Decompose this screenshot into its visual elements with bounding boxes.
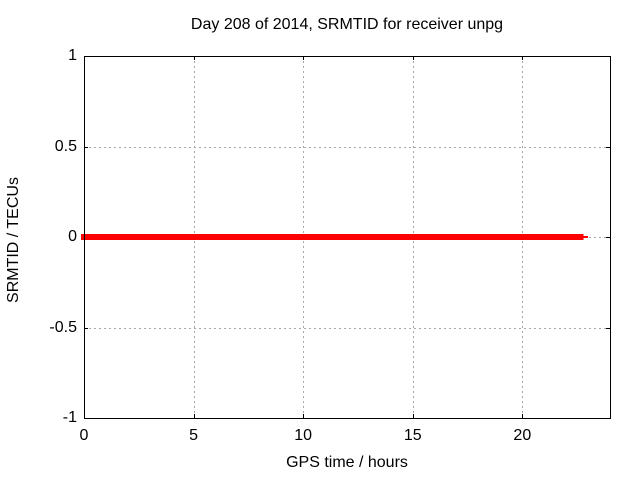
y-tick-label: -1 <box>62 409 77 426</box>
chart-title: Day 208 of 2014, SRMTID for receiver unp… <box>190 16 504 33</box>
x-tick-label: 10 <box>294 427 313 444</box>
x-tick-label: 0 <box>79 427 89 444</box>
plot-border <box>84 56 611 419</box>
x-tick-label: 5 <box>189 427 199 444</box>
x-tick-label: 15 <box>403 427 422 444</box>
x-axis-label: GPS time / hours <box>286 454 408 471</box>
y-tick-label: -0.5 <box>49 318 77 336</box>
y-tick-label: 1 <box>68 47 77 64</box>
y-tick-label: 0 <box>68 228 77 245</box>
y-tick-label: 0.5 <box>54 137 77 155</box>
x-tick-label: 20 <box>513 427 532 444</box>
